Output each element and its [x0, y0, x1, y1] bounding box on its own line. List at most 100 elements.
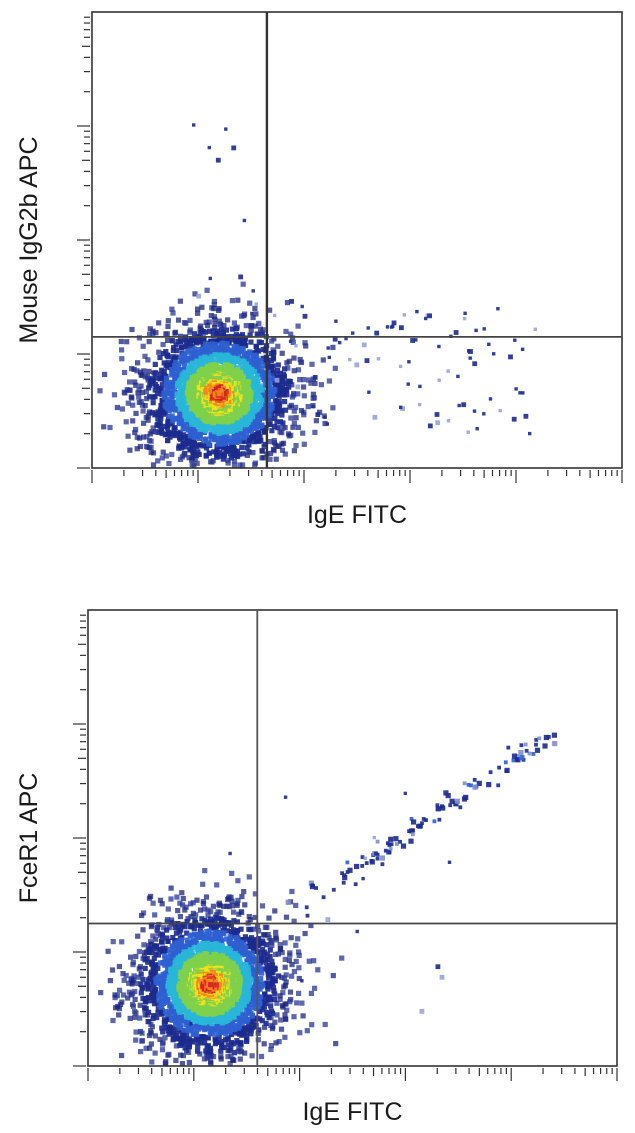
event-dot — [235, 897, 241, 903]
event-dot — [275, 362, 281, 368]
event-dot — [169, 956, 175, 962]
event-dot — [191, 445, 197, 452]
event-dot — [157, 897, 164, 903]
event-dot — [165, 938, 171, 944]
event-dot — [195, 1021, 201, 1027]
event-dot — [253, 1006, 259, 1012]
event-dot — [295, 391, 301, 397]
event-dot — [282, 451, 288, 457]
event-dot — [406, 382, 410, 386]
event-dot — [194, 460, 200, 466]
event-dot — [221, 903, 227, 909]
event-dot — [235, 352, 241, 358]
event-dot — [276, 398, 282, 404]
event-dot — [282, 1034, 288, 1040]
event-dot — [178, 1052, 184, 1058]
event-dot — [239, 894, 245, 900]
y-axis-label: Mouse IgG2b APC — [15, 136, 43, 343]
event-dot — [148, 438, 154, 444]
event-dot — [354, 362, 360, 368]
event-dot — [268, 1022, 274, 1028]
event-dot — [270, 977, 276, 983]
event-dot — [277, 370, 283, 376]
event-dot — [150, 328, 156, 334]
event-dot — [178, 949, 184, 955]
event-dot — [339, 955, 345, 961]
event-dot — [282, 399, 288, 405]
event-dot — [120, 992, 127, 998]
event-dot — [156, 921, 162, 928]
event-dot — [231, 380, 237, 387]
event-dot — [296, 990, 302, 996]
event-dot — [174, 894, 180, 900]
event-dot — [156, 349, 162, 355]
event-dot — [281, 984, 287, 990]
event-dot — [152, 387, 158, 393]
event-dot — [157, 1036, 163, 1042]
event-dot — [208, 313, 214, 319]
event-dot — [332, 365, 338, 371]
event-dot — [214, 882, 220, 888]
event-dot — [326, 378, 332, 384]
event-dot — [177, 914, 183, 920]
event-dot — [513, 338, 517, 342]
event-dot — [136, 387, 142, 393]
event-dot — [217, 1028, 223, 1034]
event-dot — [262, 991, 268, 997]
event-dot — [141, 368, 147, 374]
event-dot — [225, 1047, 231, 1054]
event-dot — [218, 938, 224, 945]
event-dot — [267, 416, 273, 422]
event-dot — [291, 968, 297, 975]
event-dot — [288, 331, 294, 337]
event-dot — [159, 933, 166, 940]
event-dot — [315, 412, 321, 417]
event-dot — [144, 396, 150, 402]
event-dot — [274, 377, 280, 383]
event-dot — [225, 1042, 231, 1048]
event-dot — [239, 937, 245, 943]
event-dot — [121, 977, 127, 983]
event-dot — [226, 938, 232, 945]
event-dot — [143, 389, 149, 395]
event-dot — [238, 360, 244, 366]
event-dot — [272, 1019, 278, 1025]
event-dot — [199, 304, 205, 310]
event-dot — [248, 403, 254, 410]
event-dot — [214, 331, 220, 337]
event-dot — [192, 123, 196, 127]
event-dot — [140, 343, 146, 349]
event-dot — [227, 406, 233, 412]
event-dot — [139, 372, 145, 378]
event-dot — [283, 381, 287, 385]
event-dot — [101, 424, 107, 430]
event-dot — [197, 407, 203, 413]
event-dot — [271, 438, 277, 444]
event-dot — [266, 421, 272, 428]
event-dot — [180, 440, 186, 447]
event-dot — [189, 419, 195, 425]
event-dot — [191, 1028, 197, 1034]
event-dot — [311, 958, 317, 964]
event-dot — [148, 924, 154, 930]
event-dot — [98, 990, 104, 996]
event-dot — [276, 401, 282, 407]
event-dot — [427, 423, 433, 429]
event-dot — [266, 994, 272, 1000]
event-dot — [231, 947, 237, 953]
event-dot — [143, 999, 149, 1005]
event-dot — [176, 929, 183, 935]
event-dot — [291, 408, 297, 414]
event-dot — [180, 432, 186, 438]
event-dot — [128, 954, 134, 960]
event-dot — [144, 956, 150, 962]
event-dot — [235, 297, 241, 303]
event-dot — [295, 936, 301, 942]
event-dot — [199, 916, 205, 922]
event-dot — [261, 1041, 267, 1047]
event-dot — [198, 419, 204, 426]
event-dot — [188, 914, 194, 920]
event-dot — [301, 384, 307, 390]
event-dot — [496, 307, 500, 311]
event-dot — [191, 434, 197, 440]
